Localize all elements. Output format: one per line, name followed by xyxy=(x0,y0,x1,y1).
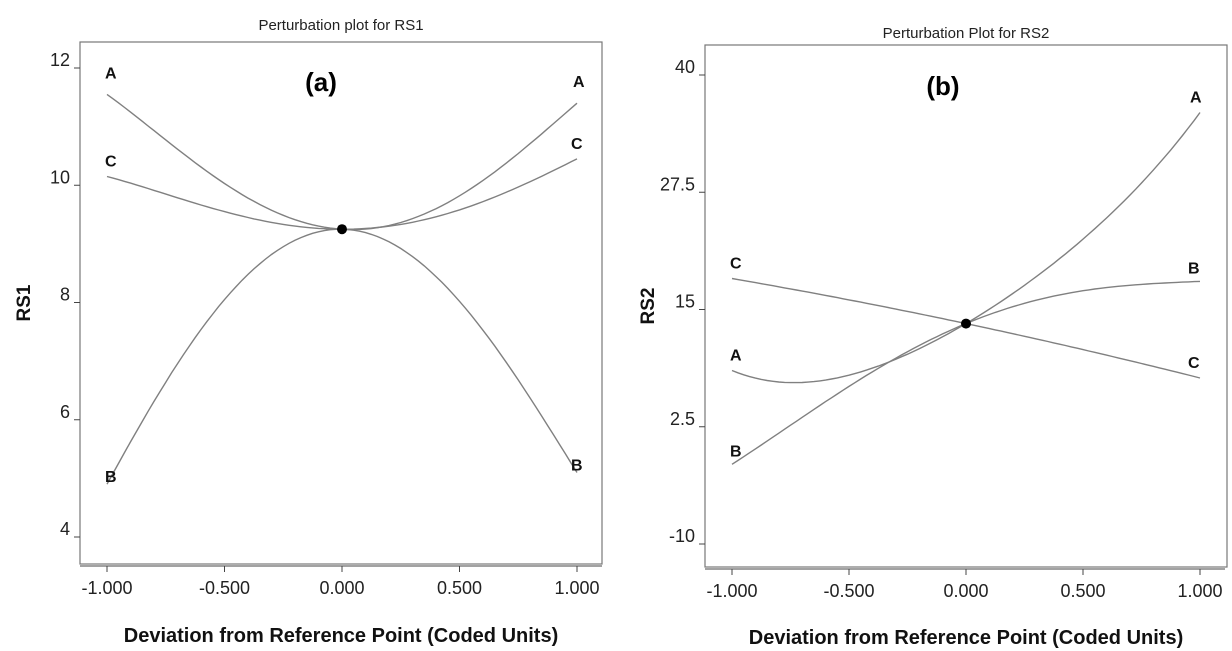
panel-a-series-a-line xyxy=(106,93,578,231)
panel-a-series-a-label-right: A xyxy=(573,74,585,91)
panel-a-marks: -1.000 -0.500 0.000 0.500 1.000 4 6 8 10 12 A A B B C C xyxy=(50,50,602,598)
panel-b-series-b-line xyxy=(731,280,1201,465)
panel-b-series-c-label-right: C xyxy=(1188,355,1200,372)
panel-b-x-tick-label: 0.000 xyxy=(943,581,988,601)
panel-b-y-tick-label: 27.5 xyxy=(660,174,695,194)
panel-a-x-axis-label: Deviation from Reference Point (Coded Un… xyxy=(124,625,559,647)
panel-b-x-tick-label: -1.000 xyxy=(706,581,757,601)
panel-a-series-c-line xyxy=(106,158,578,230)
panel-b-y-tick-label: 40 xyxy=(675,57,695,77)
panel-a-y-axis-label: RS1 xyxy=(14,284,35,321)
panel-b-y-tick-label: 2.5 xyxy=(670,409,695,429)
panel-b-series-c-label-left: C xyxy=(730,256,742,273)
panel-a-x-tick-label: 0.500 xyxy=(437,578,482,598)
panel-b-y-tick-label: -10 xyxy=(669,526,695,546)
panel-b-y-tick-label: 15 xyxy=(675,292,695,312)
panel-b-marks: -1.000 -0.500 0.000 0.500 1.000 -10 2.5 15 27.5 4… xyxy=(660,57,1225,601)
panel-b-reference-point xyxy=(961,318,971,329)
panel-a-series-b-label-left: B xyxy=(105,469,117,486)
panel-a-y-tick-label: 8 xyxy=(60,285,70,305)
panel-b-title: Perturbation Plot for RS2 xyxy=(883,25,1050,42)
panel-a-series-b-label-right: B xyxy=(571,458,583,475)
panel-b-series-a-label-left: A xyxy=(730,347,742,364)
panel-a-x-tick-label: -1.000 xyxy=(81,578,132,598)
panel-b-series-b-label-left: B xyxy=(730,443,742,460)
panel-b-x-axis-label: Deviation from Reference Point (Coded Un… xyxy=(749,627,1184,649)
panel-a-y-tick-label: 4 xyxy=(60,519,70,539)
panel-a: Perturbation plot for RS1 (a) RS1 Deviat… xyxy=(14,17,603,647)
panel-b-series-a-label-right: A xyxy=(1190,90,1202,107)
panel-b-plot-frame xyxy=(704,44,1228,568)
panel-a-series-b-line xyxy=(106,228,578,485)
panel-a-y-tick-label: 6 xyxy=(60,402,70,422)
panel-a-series-c-label-right: C xyxy=(571,136,583,153)
panel-b: Perturbation Plot for RS2 (b) RS2 Deviat… xyxy=(638,25,1228,649)
panel-a-label: (a) xyxy=(305,67,337,97)
panel-b-x-tick-label: -0.500 xyxy=(823,581,874,601)
panel-a-y-tick-label: 10 xyxy=(50,167,70,187)
panel-b-series-b-label-right: B xyxy=(1188,260,1200,277)
panel-a-reference-point xyxy=(337,224,347,235)
panel-b-x-tick-label: 1.000 xyxy=(1177,581,1222,601)
panel-b-series-a-line xyxy=(731,112,1201,384)
panel-b-label: (b) xyxy=(926,71,959,101)
panel-a-series-c-label-left: C xyxy=(105,153,117,170)
panel-a-x-tick-label: -0.500 xyxy=(199,578,250,598)
panel-b-x-tick-label: 0.500 xyxy=(1060,581,1105,601)
panel-a-x-tick-label: 0.000 xyxy=(319,578,364,598)
panel-a-series-a-label-left: A xyxy=(105,65,117,82)
panel-b-y-axis-label: RS2 xyxy=(638,288,659,325)
panel-a-title: Perturbation plot for RS1 xyxy=(258,17,423,34)
panel-a-x-tick-label: 1.000 xyxy=(554,578,599,598)
panel-a-plot-frame xyxy=(79,41,603,565)
panel-a-y-tick-label: 12 xyxy=(50,50,70,70)
